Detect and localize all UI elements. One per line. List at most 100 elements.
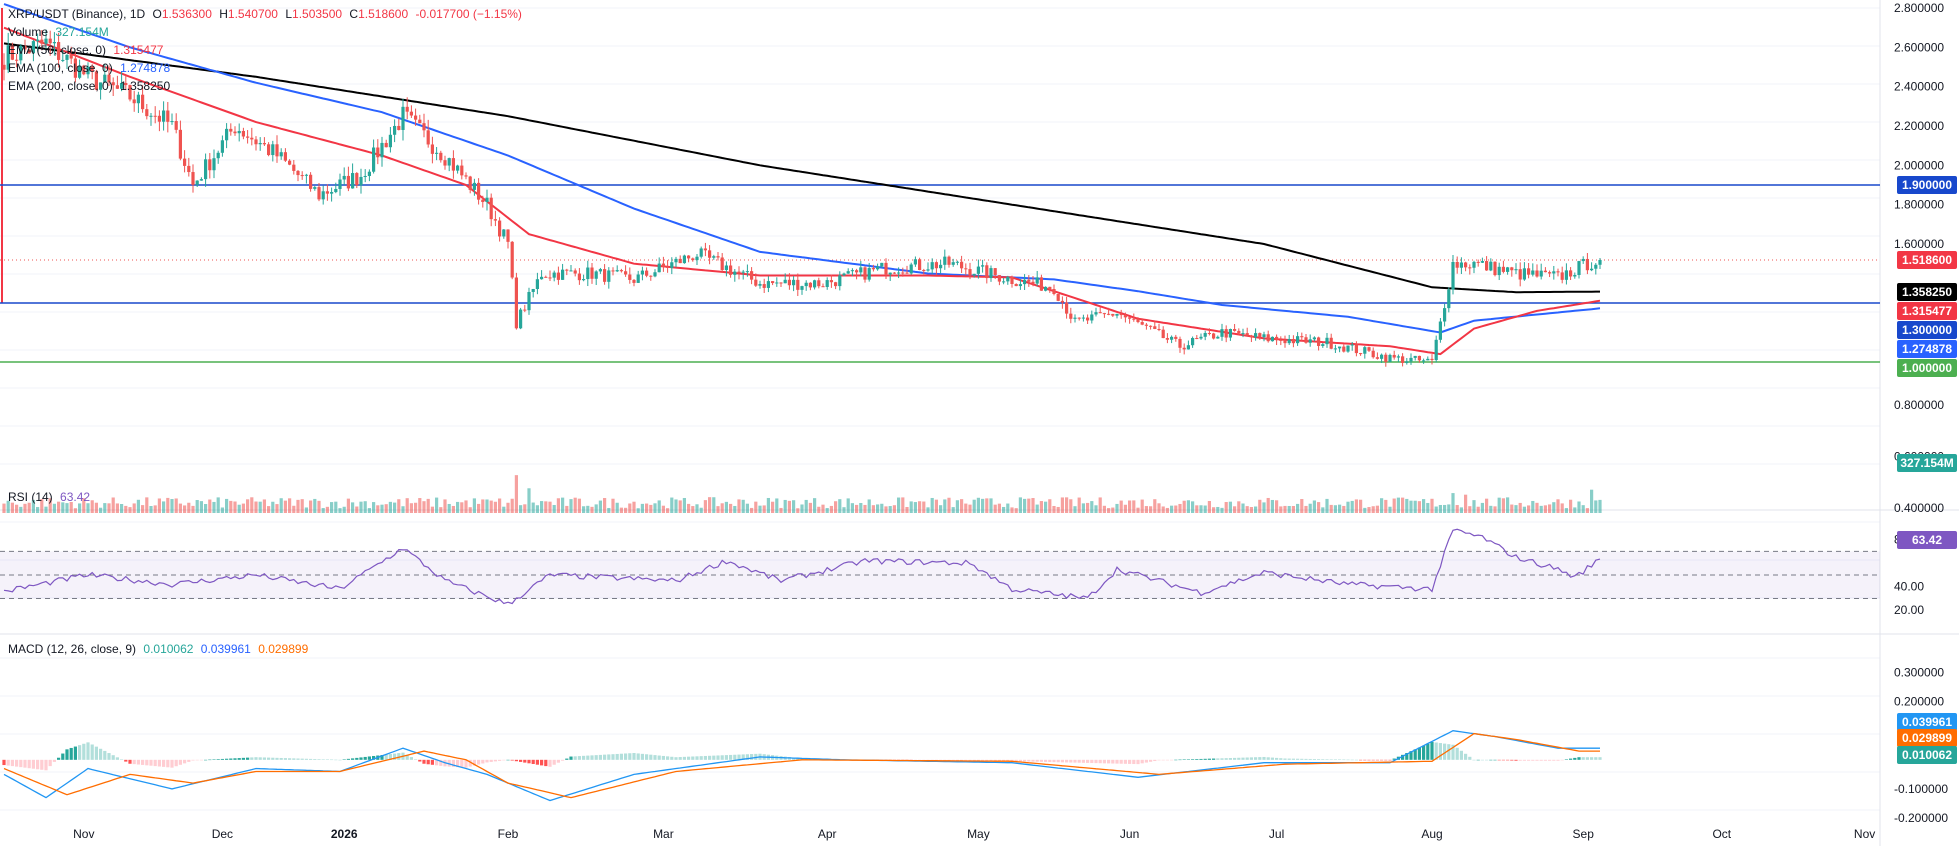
candle-body xyxy=(468,176,472,190)
macd-histogram-bar xyxy=(300,758,304,760)
volume-bar xyxy=(325,506,329,513)
macd-histogram-bar xyxy=(1300,758,1304,760)
horizontal-levels xyxy=(0,184,1880,363)
candle-body xyxy=(1023,279,1027,285)
volume-bar xyxy=(162,501,166,513)
volume-bar xyxy=(1186,500,1190,513)
volume-bar xyxy=(426,498,430,513)
ema200-legend[interactable]: EMA (200, close, 0) 1.358250 xyxy=(8,78,174,94)
candle-body xyxy=(1081,317,1085,319)
macd-histogram-bar xyxy=(460,759,464,768)
candle-body xyxy=(271,144,275,156)
candle-body xyxy=(1098,312,1102,314)
volume-bar xyxy=(1447,504,1451,513)
volume-bar xyxy=(1044,501,1048,513)
volume-bar xyxy=(10,502,14,513)
macd-histogram-bar xyxy=(1027,759,1031,762)
macd-histogram-bar xyxy=(666,756,670,760)
candle-body xyxy=(199,179,203,181)
volume-bar xyxy=(1359,499,1363,513)
candle-body xyxy=(897,272,901,274)
candle-body xyxy=(355,173,359,186)
macd-histogram-bar xyxy=(372,755,376,760)
volume-bar xyxy=(527,488,531,513)
macd-histogram-bar xyxy=(1485,759,1489,761)
volume-bar xyxy=(107,503,111,513)
macd-histogram-bar xyxy=(1535,759,1539,761)
volume-bar xyxy=(94,502,98,513)
candle-body xyxy=(456,165,460,171)
macd-histogram-bar xyxy=(1548,759,1552,761)
candle-body xyxy=(78,65,82,78)
macd-histogram-bar xyxy=(964,759,968,761)
rsi-legend[interactable]: RSI (14) 63.42 xyxy=(8,489,94,505)
ema100-legend[interactable]: EMA (100, close, 0) 1.274878 xyxy=(8,60,174,76)
macd-histogram-bar xyxy=(52,759,56,762)
macd-histogram-bar xyxy=(1153,759,1157,762)
low-value: 1.503500 xyxy=(292,7,343,21)
candle-body xyxy=(1044,286,1048,291)
volume-bar xyxy=(1409,500,1413,513)
volume-bar xyxy=(758,505,762,513)
macd-histogram-bar xyxy=(330,759,334,761)
macd-histogram-bar xyxy=(1149,759,1153,762)
macd-tick-label: 0.200000 xyxy=(1894,695,1944,709)
candle-body xyxy=(1212,333,1216,339)
volume-bar xyxy=(1266,497,1270,513)
volume-legend[interactable]: Volume 327.154M xyxy=(8,24,113,40)
volume-bar xyxy=(1497,497,1501,513)
volume-bar xyxy=(754,501,758,513)
macd-histogram-bar xyxy=(1052,759,1056,763)
candle-body xyxy=(1518,269,1522,280)
volume-bar xyxy=(1275,500,1279,513)
volume-bar xyxy=(922,501,926,513)
candle-body xyxy=(565,269,569,271)
macd-histogram-bar xyxy=(985,759,989,761)
macd-histogram-bar xyxy=(103,750,107,760)
volume-bar xyxy=(351,502,355,513)
macd-histogram-bar xyxy=(405,754,409,760)
price-tick-label: 2.600000 xyxy=(1894,40,1944,54)
macd-histogram-bar xyxy=(304,758,308,760)
volume-bar xyxy=(666,508,670,513)
ema50-legend[interactable]: EMA (50, close, 0) 1.315477 xyxy=(8,42,167,58)
macd-legend[interactable]: MACD (12, 26, close, 9) 0.010062 0.03996… xyxy=(8,641,312,657)
candle-body xyxy=(409,111,413,116)
candle-body xyxy=(1539,270,1543,277)
volume-bar xyxy=(750,507,754,513)
candle-body xyxy=(666,266,670,268)
candle-body xyxy=(1422,360,1426,362)
high-label: H xyxy=(219,7,228,21)
candle-body xyxy=(233,131,237,134)
candle-body xyxy=(1321,344,1325,346)
candle-body xyxy=(1367,347,1371,351)
macd-histogram-bar xyxy=(1409,751,1413,760)
volume-bar xyxy=(304,507,308,513)
candle-body xyxy=(124,82,128,86)
volume-bar xyxy=(1581,505,1585,513)
symbol-label[interactable]: XRP/USDT (Binance), 1D xyxy=(8,7,146,21)
volume-bar xyxy=(229,500,233,513)
volume-bar xyxy=(1506,497,1510,513)
candle-body xyxy=(477,182,481,200)
macd-histogram-bar xyxy=(1275,757,1279,760)
candle-body xyxy=(464,175,468,177)
volume-bar xyxy=(1598,499,1602,513)
volume-bar xyxy=(548,501,552,513)
macd-histogram-bar xyxy=(195,759,199,761)
macd-histogram-bar xyxy=(359,757,363,760)
candle-body xyxy=(1052,289,1056,294)
candle-body xyxy=(985,265,989,279)
volume-bar xyxy=(636,508,640,513)
volume-bar xyxy=(1258,499,1262,513)
volume-bar xyxy=(1153,499,1157,513)
volume-bar xyxy=(514,475,518,513)
time-tick-label: May xyxy=(967,827,990,841)
macd-histogram-bar xyxy=(1123,759,1127,764)
volume-bar xyxy=(573,497,577,513)
macd-histogram-bar xyxy=(1241,757,1245,760)
macd-histogram-bar xyxy=(976,759,980,761)
candle-body xyxy=(1514,269,1518,271)
volume-bar xyxy=(523,504,527,513)
